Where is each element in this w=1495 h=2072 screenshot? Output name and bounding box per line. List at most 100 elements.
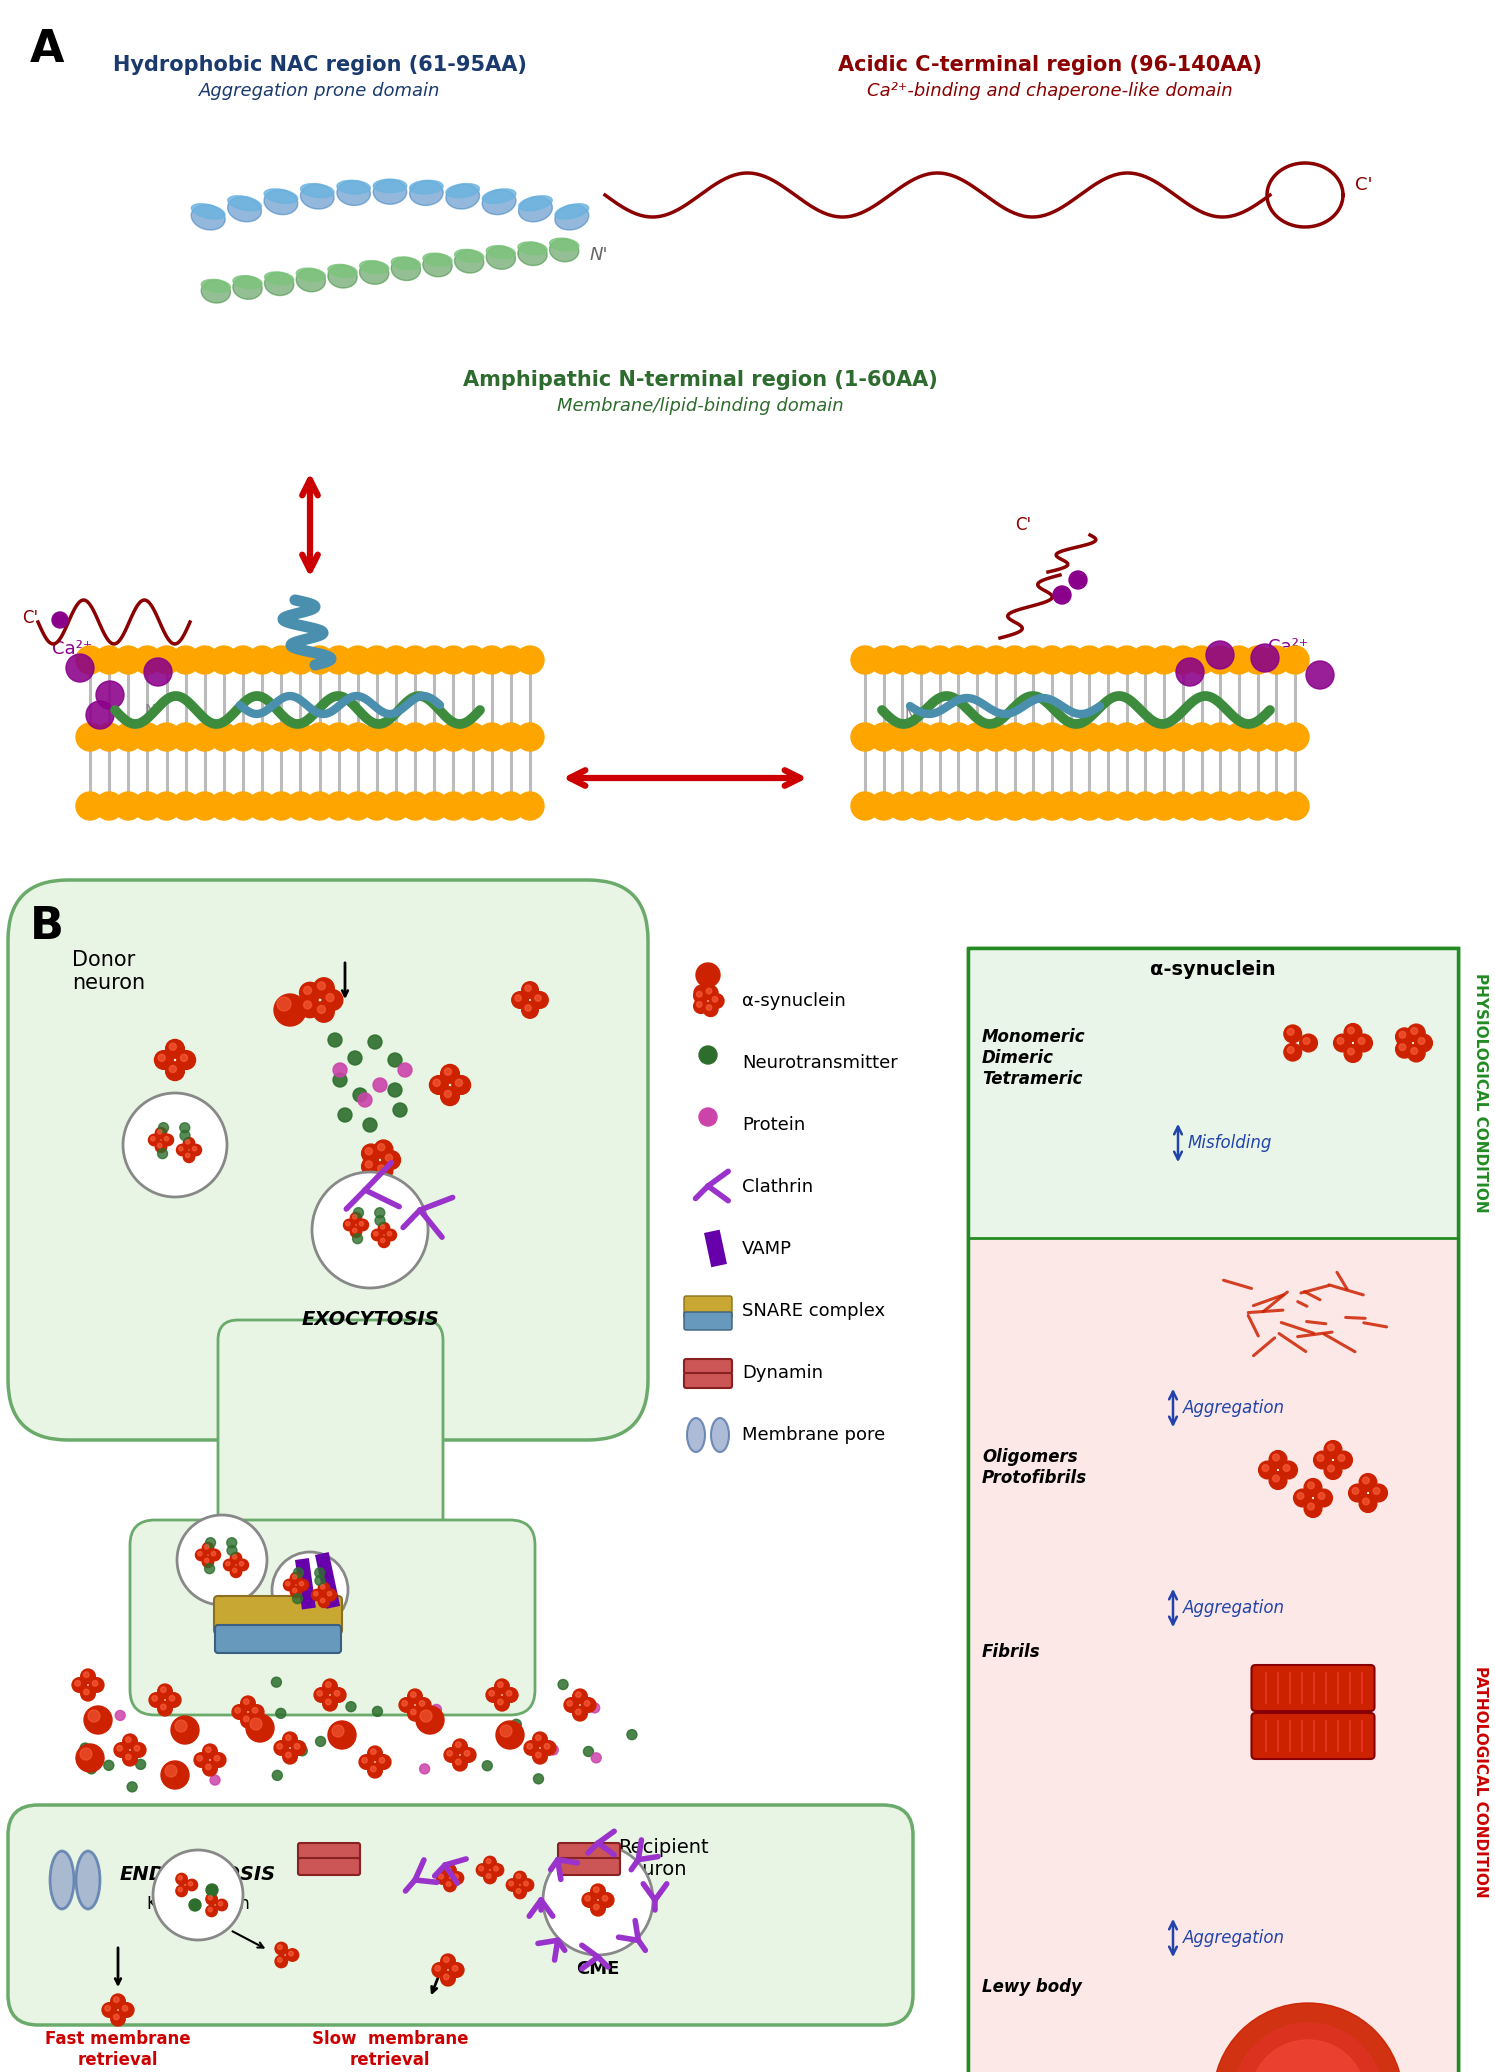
Circle shape — [510, 1722, 520, 1732]
Circle shape — [275, 1956, 287, 1968]
Text: SNARE complex: SNARE complex — [742, 1301, 885, 1320]
Circle shape — [324, 646, 353, 673]
Circle shape — [1269, 1450, 1287, 1469]
Circle shape — [1250, 2041, 1366, 2072]
Circle shape — [72, 1678, 87, 1693]
Text: VAMP: VAMP — [742, 1239, 792, 1258]
Circle shape — [211, 1552, 215, 1556]
Circle shape — [160, 1687, 166, 1693]
Circle shape — [440, 792, 468, 821]
Circle shape — [214, 1755, 220, 1761]
Circle shape — [152, 1850, 244, 1939]
Circle shape — [335, 1691, 339, 1697]
Circle shape — [299, 1581, 303, 1585]
Circle shape — [1362, 1477, 1369, 1484]
Circle shape — [1244, 646, 1272, 673]
Circle shape — [332, 1726, 344, 1736]
Circle shape — [456, 1743, 460, 1747]
Circle shape — [84, 1689, 90, 1695]
Ellipse shape — [392, 257, 420, 280]
Circle shape — [417, 1697, 431, 1711]
Circle shape — [411, 1709, 416, 1716]
Circle shape — [211, 1753, 226, 1767]
Circle shape — [274, 995, 306, 1026]
Circle shape — [359, 1755, 374, 1769]
Circle shape — [1411, 1048, 1417, 1055]
Circle shape — [381, 1150, 401, 1169]
Circle shape — [298, 1579, 308, 1591]
Circle shape — [486, 1873, 490, 1879]
Circle shape — [1251, 644, 1280, 671]
Circle shape — [76, 646, 105, 673]
Circle shape — [166, 1061, 184, 1080]
Circle shape — [380, 1757, 384, 1763]
Circle shape — [293, 1569, 303, 1577]
Circle shape — [1287, 1046, 1295, 1053]
Circle shape — [303, 986, 311, 995]
Circle shape — [1075, 646, 1103, 673]
Circle shape — [1038, 646, 1066, 673]
Circle shape — [323, 1697, 338, 1711]
Circle shape — [90, 1678, 105, 1693]
Circle shape — [348, 1051, 362, 1065]
Circle shape — [453, 1757, 468, 1772]
Circle shape — [372, 1707, 383, 1716]
Circle shape — [694, 984, 710, 1001]
Circle shape — [87, 700, 114, 729]
Circle shape — [870, 646, 897, 673]
Text: A: A — [30, 29, 64, 70]
Circle shape — [1317, 1455, 1323, 1461]
Circle shape — [209, 723, 238, 750]
Text: Monomeric
Dimeric
Tetrameric: Monomeric Dimeric Tetrameric — [982, 1028, 1085, 1088]
Ellipse shape — [265, 191, 298, 215]
Ellipse shape — [550, 238, 579, 261]
FancyBboxPatch shape — [1251, 1714, 1374, 1759]
Circle shape — [544, 1743, 550, 1749]
Text: Oligomers
Protofibrils: Oligomers Protofibrils — [982, 1448, 1087, 1488]
Circle shape — [498, 1699, 504, 1705]
Circle shape — [239, 1562, 244, 1566]
Ellipse shape — [486, 247, 516, 259]
Circle shape — [564, 1697, 579, 1711]
Circle shape — [1338, 1455, 1346, 1461]
Circle shape — [178, 1875, 182, 1879]
Circle shape — [1132, 792, 1160, 821]
Circle shape — [268, 723, 296, 750]
Text: Aggregation: Aggregation — [1183, 1929, 1286, 1948]
Circle shape — [274, 1740, 289, 1755]
Circle shape — [333, 1073, 347, 1088]
Circle shape — [456, 1759, 460, 1765]
Circle shape — [314, 1001, 335, 1021]
Circle shape — [206, 1894, 217, 1904]
Circle shape — [1057, 792, 1085, 821]
Circle shape — [383, 792, 410, 821]
Circle shape — [1335, 1450, 1353, 1469]
Circle shape — [541, 1740, 556, 1755]
Bar — [967, 949, 1458, 2072]
Circle shape — [697, 990, 703, 997]
Circle shape — [96, 682, 124, 709]
Circle shape — [350, 1227, 362, 1237]
Circle shape — [191, 646, 218, 673]
Circle shape — [218, 1902, 223, 1906]
Circle shape — [363, 792, 392, 821]
Ellipse shape — [336, 180, 371, 195]
Circle shape — [286, 1753, 292, 1757]
Circle shape — [209, 1776, 220, 1786]
Circle shape — [299, 982, 320, 1003]
Circle shape — [345, 1222, 350, 1227]
Circle shape — [583, 1747, 594, 1757]
Circle shape — [229, 792, 257, 821]
Circle shape — [1399, 1044, 1405, 1051]
Circle shape — [164, 1135, 169, 1142]
Circle shape — [383, 723, 410, 750]
Text: Aggregation: Aggregation — [1183, 1600, 1286, 1616]
Ellipse shape — [555, 203, 589, 220]
Circle shape — [164, 1765, 176, 1778]
Text: Donor
neuron: Donor neuron — [72, 949, 145, 992]
Circle shape — [459, 646, 486, 673]
Circle shape — [1359, 1494, 1377, 1513]
Circle shape — [114, 1743, 129, 1757]
Ellipse shape — [327, 265, 357, 278]
Circle shape — [594, 1888, 599, 1892]
